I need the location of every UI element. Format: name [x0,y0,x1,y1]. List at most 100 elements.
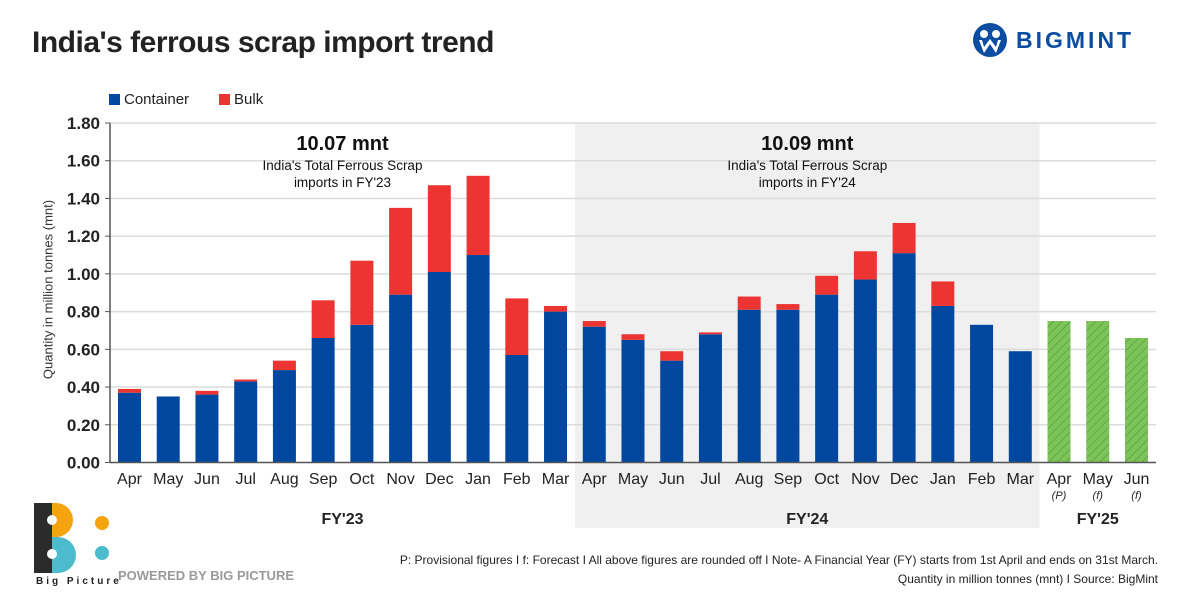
y-tick-label: 1.00 [67,265,100,284]
big-picture-name: Big Picture [36,576,122,587]
bar-container-17 [776,309,800,463]
bigmint-logo: BIGMINT [972,22,1134,58]
bar-container-11 [544,311,568,463]
bar-container-4 [272,370,296,463]
chart-legend: Container Bulk [109,91,263,108]
y-tick-label: 0.40 [67,378,100,397]
legend-swatch-container [109,94,120,105]
bar-container-21 [931,305,955,463]
bar-bulk-19 [853,251,877,280]
x-tick-note: (P) [1052,490,1067,502]
bar-container-9 [466,255,490,463]
y-tick-label: 0.20 [67,416,100,435]
bar-container-18 [815,294,839,463]
bar-container-6 [350,324,374,463]
fy-total-caption: imports in FY'23 [294,175,391,190]
y-tick-label: 1.40 [67,189,100,208]
fy-group-label: FY'23 [321,511,363,528]
fy-total-caption: India's Total Ferrous Scrap [727,158,887,173]
x-tick-label: Jul [235,471,255,488]
x-tick-label: Apr [117,471,143,488]
bar-container-14 [660,360,684,463]
bar-container-13 [621,339,645,463]
bar-bulk-2 [195,390,219,395]
fy-group-label: FY'25 [1077,511,1119,528]
bigmint-wordmark: BIGMINT [1016,26,1135,53]
x-tick-label: May [618,471,648,488]
fy-total-value: 10.09 mnt [761,133,854,155]
bar-bulk-5 [311,300,335,339]
bar-bulk-0 [118,388,141,393]
bar-bulk-16 [737,296,761,310]
bar-bulk-21 [931,281,955,306]
x-tick-label: Jan [930,471,956,488]
bar-container-20 [892,253,916,463]
x-tick-label: Feb [968,471,996,488]
bar-container-12 [582,326,606,463]
bar-forecast-25 [1086,321,1110,463]
fy-total-caption: India's Total Ferrous Scrap [263,158,423,173]
fy-total-caption: imports in FY'24 [759,175,857,190]
big-picture-logo [34,503,109,573]
x-tick-label: Jun [194,471,220,488]
bar-container-15 [698,334,722,463]
y-tick-label: 0.00 [67,454,100,473]
x-tick-label: Jun [659,471,685,488]
x-tick-label: Nov [386,471,414,488]
bar-container-5 [311,338,335,463]
bar-container-23 [1008,351,1032,463]
x-tick-label: Mar [542,471,570,488]
bar-forecast-24 [1047,321,1071,463]
bar-container-2 [195,394,219,463]
fy-band-1 [574,123,1040,528]
bar-bulk-6 [350,260,374,325]
x-tick-note: (f) [1093,490,1104,502]
bar-container-1 [156,396,180,463]
bar-forecast-26 [1124,338,1148,463]
x-tick-label: Mar [1007,471,1035,488]
x-tick-label: Dec [890,471,918,488]
source-text: Quantity in million tonnes (mnt) I Sourc… [897,572,1158,586]
bar-container-19 [853,279,877,463]
bar-bulk-18 [815,275,839,295]
bar-container-8 [427,272,451,463]
x-tick-label: Oct [814,471,839,488]
x-tick-label: Sep [309,471,338,488]
bar-container-7 [389,294,413,463]
y-tick-label: 1.80 [67,114,100,133]
x-tick-label: Nov [851,471,879,488]
bar-bulk-8 [427,185,451,273]
bar-bulk-14 [660,351,684,361]
bar-bulk-7 [389,207,413,295]
bar-bulk-15 [698,332,722,335]
x-tick-label: Jun [1124,471,1150,488]
y-tick-label: 0.80 [67,303,100,322]
bar-bulk-11 [544,305,568,312]
legend-item-bulk: Bulk [219,91,263,108]
x-tick-label: May [1083,471,1113,488]
x-tick-label: Sep [774,471,803,488]
bar-container-0 [118,392,141,463]
fy-total-value: 10.07 mnt [296,133,389,155]
x-tick-label: Apr [582,471,608,488]
bar-bulk-13 [621,334,645,340]
bar-bulk-10 [505,298,529,355]
x-tick-label: Feb [503,471,531,488]
legend-label-container: Container [124,91,190,108]
x-tick-label: Jul [700,471,720,488]
chart-title: India's ferrous scrap import trend [32,26,494,59]
bar-container-3 [234,381,258,463]
footnote: P: Provisional figures I f: Forecast I A… [399,553,1158,567]
y-tick-label: 1.60 [67,152,100,171]
bar-container-10 [505,354,529,463]
bar-bulk-12 [582,321,606,327]
y-tick-label: 0.60 [67,340,100,359]
bar-bulk-9 [466,175,490,256]
x-tick-label: Apr [1047,471,1073,488]
fy-group-label: FY'24 [786,511,828,528]
x-tick-label: Aug [735,471,763,488]
x-tick-note: (f) [1131,490,1142,502]
bar-bulk-20 [892,222,916,254]
bigmint-emblem-icon [973,23,1007,57]
